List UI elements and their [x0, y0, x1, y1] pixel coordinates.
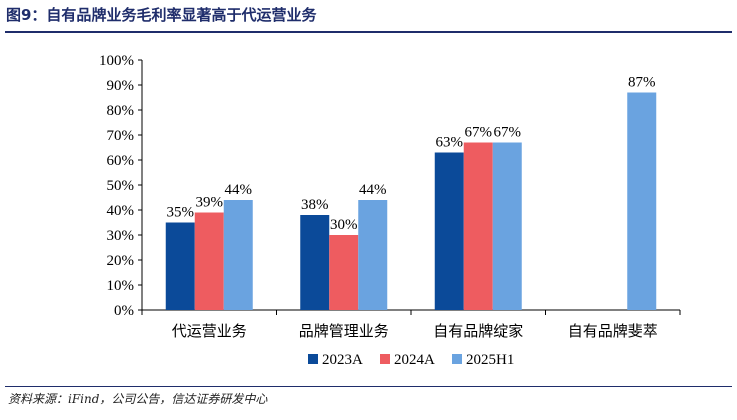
- y-tick-label: 40%: [107, 203, 135, 219]
- y-tick-label: 90%: [107, 78, 135, 94]
- bar-chart: 0% 10% 20% 30% 40% 50% 60% 70% 80% 90% 100% 代运营业务 35…: [99, 53, 681, 368]
- data-label: 63%: [436, 135, 464, 151]
- legend-label: 2023A: [322, 352, 363, 368]
- data-label: 67%: [494, 125, 522, 141]
- y-tick-label: 20%: [107, 253, 135, 269]
- y-tick-label: 70%: [107, 128, 135, 144]
- legend-swatch-2024A: [380, 354, 390, 364]
- bar-2025H1: [358, 200, 388, 310]
- bar-2025H1: [627, 92, 657, 310]
- data-label: 35%: [167, 205, 195, 221]
- figure-title: 图9：自有品牌业务毛利率显著高于代运营业务: [6, 6, 317, 24]
- bar-2025H1: [492, 142, 522, 310]
- data-label: 87%: [628, 75, 656, 91]
- y-tick-label: 50%: [107, 178, 135, 194]
- legend-label: 2025H1: [466, 352, 514, 368]
- bar-2025H1: [223, 200, 253, 310]
- data-label: 44%: [225, 182, 253, 198]
- y-tick-label: 80%: [107, 103, 135, 119]
- source-note: 资料来源：iFind，公司公告，信达证券研发中心: [8, 392, 268, 406]
- title-rule: [5, 31, 732, 33]
- data-label: 39%: [196, 195, 224, 211]
- x-category-label: 品牌管理业务: [299, 322, 389, 340]
- y-tick-label: 60%: [107, 153, 135, 169]
- data-label: 67%: [465, 125, 493, 141]
- source-rule: [5, 386, 732, 387]
- legend-swatch-2023A: [308, 354, 318, 364]
- x-category-label: 自有品牌绽家: [433, 322, 523, 340]
- bar-2023A: [300, 215, 330, 310]
- y-tick-label: 0%: [114, 303, 134, 319]
- data-label: 30%: [330, 217, 358, 233]
- y-tick-label: 100%: [99, 53, 134, 69]
- bar-2024A: [463, 142, 493, 310]
- x-category-label: 自有品牌斐萃: [568, 322, 658, 340]
- bar-2023A: [165, 222, 195, 310]
- bar-2024A: [194, 212, 224, 310]
- data-label: 38%: [301, 197, 329, 213]
- bar-2023A: [434, 152, 464, 310]
- legend-label: 2024A: [394, 352, 435, 368]
- y-tick-label: 10%: [107, 278, 135, 294]
- y-tick-label: 30%: [107, 228, 135, 244]
- x-category-label: 代运营业务: [172, 322, 247, 340]
- data-label: 44%: [359, 182, 387, 198]
- legend-swatch-2025H1: [452, 354, 462, 364]
- bar-2024A: [329, 235, 359, 310]
